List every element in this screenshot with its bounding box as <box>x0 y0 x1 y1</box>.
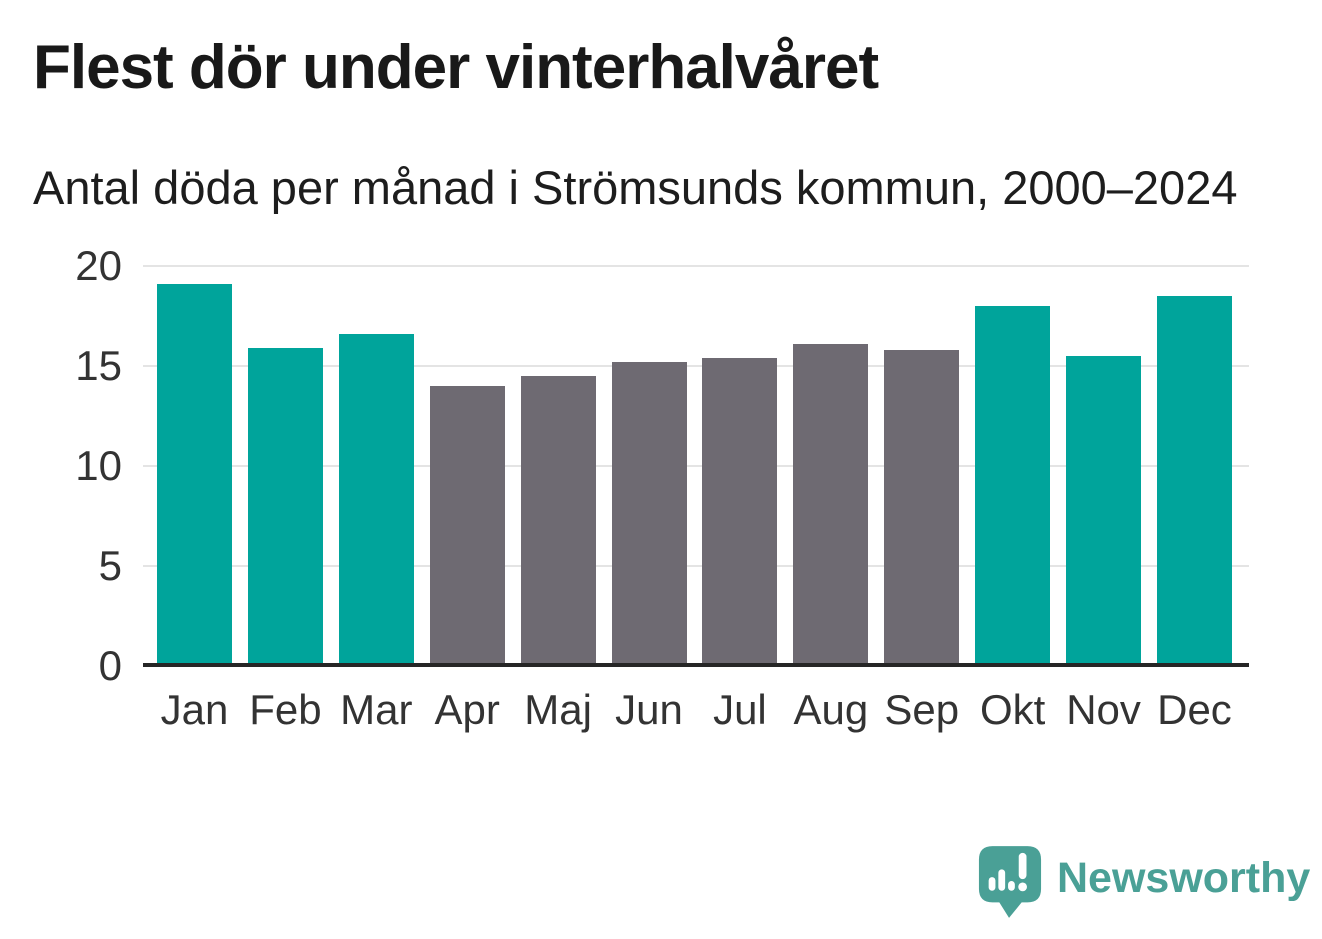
x-axis-line <box>143 663 1249 667</box>
y-tick-label-10: 10 <box>75 442 122 489</box>
bar-dec <box>1156 296 1232 666</box>
x-tick-label-sep: Sep <box>884 686 960 733</box>
gridline-15 <box>143 365 1249 367</box>
y-tick-label-20: 20 <box>75 242 122 289</box>
x-tick-label-jan: Jan <box>160 686 229 733</box>
bar-mar <box>338 334 414 666</box>
bar-apr <box>429 386 505 666</box>
plot-area <box>143 265 1249 666</box>
chart-title: Flest dör under vinterhalvåret <box>33 33 879 102</box>
x-tick-label-dec: Dec <box>1157 686 1232 733</box>
y-tick-label-5: 5 <box>98 542 122 589</box>
bar-nov <box>1066 356 1142 666</box>
x-tick-label-jun: Jun <box>615 686 683 733</box>
bar-jun <box>611 362 687 666</box>
x-tick-label-aug: Aug <box>793 686 869 733</box>
bar-series <box>143 266 1249 666</box>
bar-jan <box>157 284 232 666</box>
bar-feb <box>247 348 323 666</box>
x-tick-label-feb: Feb <box>249 686 322 733</box>
x-tick-label-mar: Mar <box>340 686 413 733</box>
y-axis: 0 5 10 15 20 <box>0 242 122 689</box>
bar-jul <box>702 358 778 666</box>
gridline-5 <box>143 565 1249 567</box>
bar-maj <box>520 376 596 666</box>
x-tick-label-okt: Okt <box>979 686 1046 733</box>
x-tick-label-apr: Apr <box>434 686 500 733</box>
y-tick-label-15: 15 <box>75 342 122 389</box>
x-tick-label-maj: Maj <box>524 686 592 733</box>
bar-sep <box>884 350 960 666</box>
bar-okt <box>975 306 1051 666</box>
brand-name: Newsworthy <box>1057 853 1311 902</box>
gridline-20 <box>143 265 1249 267</box>
bar-aug <box>793 344 869 666</box>
x-tick-label-nov: Nov <box>1066 686 1141 733</box>
chart-subtitle: Antal döda per månad i Strömsunds kommun… <box>33 161 1238 214</box>
gridline-10 <box>143 465 1249 467</box>
x-axis-labels: Jan Feb Mar Apr Maj Jun Jul Aug Sep Okt Nov Dec <box>143 686 1249 734</box>
newsworthy-logo: Newsworthy <box>977 843 1310 921</box>
x-tick-label-jul: Jul <box>713 686 767 733</box>
y-tick-label-0: 0 <box>98 642 122 689</box>
newsworthy-speech-bubble-barchart-icon <box>978 846 1042 918</box>
